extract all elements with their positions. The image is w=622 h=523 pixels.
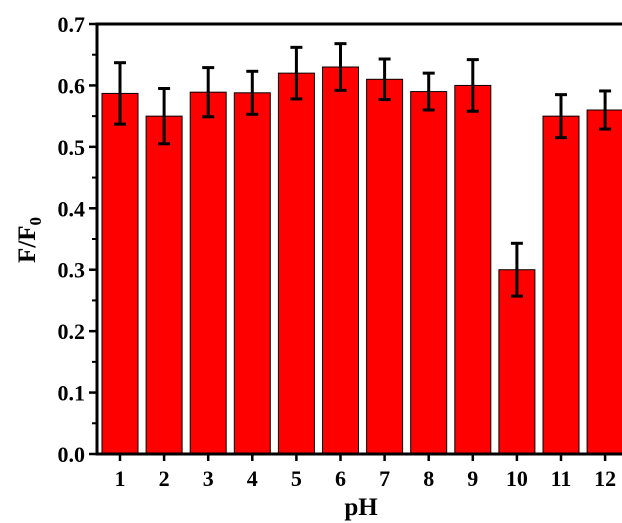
y-tick-label-0.0: 0.0: [58, 442, 86, 467]
bar-6: [322, 66, 359, 455]
x-tick-label-5: 5: [291, 466, 302, 491]
bar-10: [498, 269, 536, 455]
x-tick-label-6: 6: [335, 466, 346, 491]
y-axis-title: F/F0: [14, 217, 45, 263]
bar-1: [101, 92, 139, 455]
y-tick-label-0.4: 0.4: [58, 196, 86, 221]
y-tick-label-0.7: 0.7: [58, 12, 86, 37]
error-bars-group: [114, 42, 612, 298]
y-axis-title-subscript: 0: [26, 217, 45, 226]
y-tick-label-0.6: 0.6: [58, 73, 86, 98]
y-tick-label-0.2: 0.2: [58, 319, 86, 344]
y-tick-label-0.5: 0.5: [58, 135, 86, 160]
bar-12: [586, 109, 622, 455]
bar-11: [542, 115, 580, 455]
x-tick-label-1: 1: [115, 466, 126, 491]
x-axis-title: pH: [344, 494, 378, 521]
x-tick-label-12: 12: [594, 466, 616, 491]
bar-2: [145, 115, 183, 455]
x-ticks-group: 1 2 3 4 5 6 7 8 9 10 11 12: [115, 454, 616, 491]
x-tick-label-10: 10: [506, 466, 528, 491]
y-ticks-group: 0.0 0.1 0.2 0.3 0.4 0.5 0.6 0.7: [58, 12, 97, 467]
bar-7: [366, 78, 404, 455]
x-tick-label-7: 7: [379, 466, 390, 491]
x-tick-label-11: 11: [551, 466, 572, 491]
bars-group: [101, 66, 622, 455]
y-axis-title-main: F/F: [14, 226, 41, 264]
x-tick-label-4: 4: [247, 466, 258, 491]
x-tick-label-9: 9: [467, 466, 478, 491]
x-tick-label-3: 3: [203, 466, 214, 491]
bar-9: [454, 84, 492, 455]
bar-8: [410, 91, 448, 455]
bar-5: [277, 72, 315, 455]
x-tick-label-2: 2: [159, 466, 170, 491]
x-tick-label-8: 8: [423, 466, 434, 491]
bar-4: [233, 92, 271, 455]
bar-3: [189, 91, 227, 455]
y-tick-label-0.3: 0.3: [58, 258, 86, 283]
y-tick-label-0.1: 0.1: [58, 381, 86, 406]
